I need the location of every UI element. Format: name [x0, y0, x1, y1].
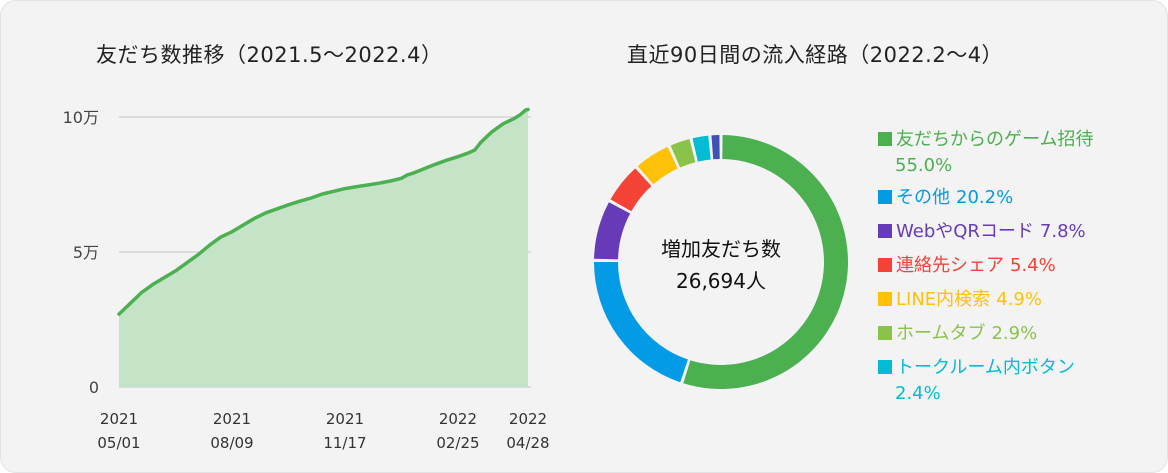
legend-percent: 2.4% [895, 383, 941, 404]
x-tick-year: 2021 [213, 410, 251, 428]
x-tick-date: 04/28 [506, 434, 549, 452]
legend-item: WebやQRコード 7.8% [878, 219, 1093, 245]
legend-label: ホームタブ [896, 323, 986, 344]
legend-percent: 20.2% [956, 187, 1014, 208]
donut-center-label: 増加友だち数 [661, 237, 781, 261]
x-tick-date: 02/25 [436, 434, 479, 452]
y-tick-label: 10万 [63, 108, 99, 127]
legend-swatch [878, 258, 892, 272]
legend-swatch [878, 224, 892, 238]
legend-swatch [878, 360, 892, 374]
donut-chart-title: 直近90日間の流入経路（2022.2～4） [627, 43, 1004, 67]
legend-item: 連絡先シェア 5.4% [878, 253, 1093, 279]
donut-slice-2 [594, 202, 631, 260]
legend-percent: 2.9% [991, 323, 1038, 344]
donut-slice-remainder [711, 135, 720, 160]
legend-label: その他 [896, 187, 950, 208]
x-tick-year: 2021 [326, 410, 364, 428]
donut-slice-4 [637, 146, 678, 185]
x-tick-year: 2022 [439, 410, 477, 428]
legend-swatch [878, 190, 892, 204]
donut-slice-6 [692, 135, 711, 162]
y-tick-label: 5万 [73, 243, 99, 262]
legend-percent: 55.0% [895, 155, 953, 176]
legend-item: LINE内検索 4.9% [878, 287, 1093, 313]
legend-label: WebやQRコード [896, 221, 1034, 242]
y-tick-label: 0 [89, 378, 99, 397]
area-fill [119, 109, 528, 388]
x-tick-year: 2022 [509, 410, 547, 428]
legend-label: トークルーム内ボタン [896, 357, 1075, 378]
x-tick-date: 11/17 [323, 434, 366, 452]
donut-slice-0 [683, 135, 848, 389]
friend-count-line [117, 107, 530, 316]
legend-item: トークルーム内ボタン 2.4% [878, 355, 1093, 407]
legend-percent: 5.4% [1010, 255, 1056, 276]
legend-item: ホームタブ 2.9% [878, 321, 1093, 347]
donut-slice-3 [610, 168, 652, 212]
donut-legend: 友だちからのゲーム招待 55.0% その他 20.2% WebやQRコード 7.8% 連絡先… [878, 127, 1093, 413]
legend-item: その他 20.2% [878, 185, 1093, 211]
legend-swatch [878, 326, 892, 340]
x-tick-date: 08/09 [210, 434, 253, 452]
legend-label: 連絡先シェア [896, 255, 1004, 276]
legend-label: LINE内検索 [896, 289, 991, 310]
x-tick-year: 2021 [100, 410, 138, 428]
legend-item: 友だちからのゲーム招待 55.0% [878, 127, 1093, 179]
legend-swatch [878, 132, 892, 146]
donut-slice-5 [670, 138, 696, 168]
legend-swatch [878, 292, 892, 306]
legend-percent: 4.9% [996, 289, 1042, 310]
donut-center-value: 26,694人 [676, 269, 766, 293]
donut-slice-1 [594, 262, 688, 383]
legend-percent: 7.8% [1039, 221, 1086, 242]
legend-label: 友だちからのゲーム招待 [896, 129, 1094, 150]
area-chart-title: 友だち数推移（2021.5～2022.4） [96, 43, 443, 67]
friend-count-area-chart: 0 5万 10万 2021 05/01 2021 08/09 2021 11/17 2022 02/… [63, 107, 550, 452]
x-tick-date: 05/01 [97, 434, 140, 452]
